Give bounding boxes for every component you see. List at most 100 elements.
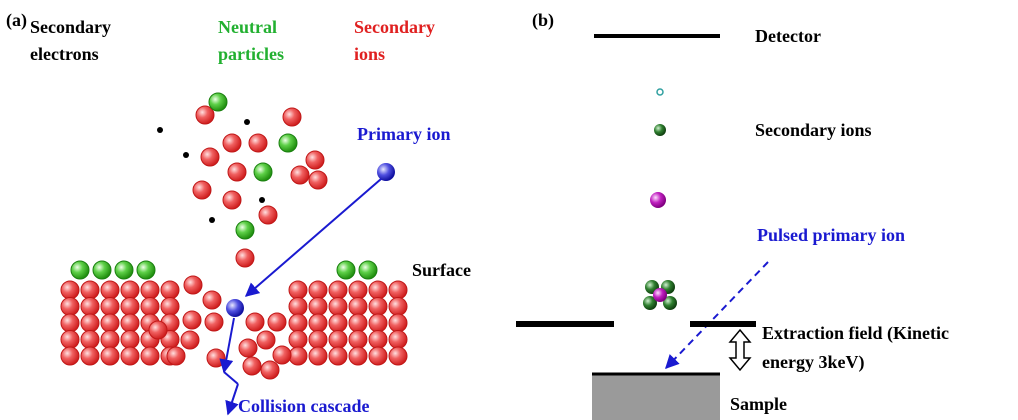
ion xyxy=(657,89,663,95)
atom xyxy=(61,281,79,299)
secondary-ion xyxy=(223,191,241,209)
atom xyxy=(349,331,367,349)
secondary-ion xyxy=(193,181,211,199)
atom xyxy=(161,298,179,316)
atom xyxy=(369,347,387,365)
atom xyxy=(239,339,257,357)
atom xyxy=(141,281,159,299)
secondary-ion xyxy=(306,151,324,169)
label: particles xyxy=(218,44,284,64)
atom xyxy=(121,314,139,332)
neutral-particle xyxy=(236,221,254,239)
atom xyxy=(81,314,99,332)
label: ions xyxy=(354,44,385,64)
atom xyxy=(121,281,139,299)
atom xyxy=(81,347,99,365)
atom xyxy=(101,314,119,332)
atom xyxy=(121,331,139,349)
atom xyxy=(61,347,79,365)
label: Surface xyxy=(412,260,471,280)
atom xyxy=(289,347,307,365)
label: Collision cascade xyxy=(238,396,370,416)
atom xyxy=(329,281,347,299)
atom xyxy=(389,347,407,365)
atom xyxy=(309,281,327,299)
atom xyxy=(289,314,307,332)
atom xyxy=(349,298,367,316)
double-arrow xyxy=(730,330,750,370)
secondary-ion xyxy=(309,171,327,189)
secondary-ion xyxy=(259,206,277,224)
atom xyxy=(121,347,139,365)
neutral-particle xyxy=(254,163,272,181)
primary-ion xyxy=(377,163,395,181)
atom xyxy=(167,347,185,365)
atom xyxy=(203,291,221,309)
electron xyxy=(259,197,265,203)
label: Secondary xyxy=(354,17,435,37)
atom xyxy=(161,281,179,299)
atom xyxy=(121,298,139,316)
atom xyxy=(61,331,79,349)
neutral-particle xyxy=(279,134,297,152)
sample xyxy=(592,374,720,420)
atom xyxy=(181,331,199,349)
atom xyxy=(289,331,307,349)
atom xyxy=(349,314,367,332)
atom xyxy=(101,298,119,316)
atom xyxy=(309,347,327,365)
atom xyxy=(101,331,119,349)
atom xyxy=(141,298,159,316)
secondary-ion xyxy=(291,166,309,184)
atom xyxy=(329,314,347,332)
primary-ion xyxy=(226,299,244,317)
atom xyxy=(289,281,307,299)
atom xyxy=(369,331,387,349)
label: Neutral xyxy=(218,17,277,37)
surface-atom xyxy=(115,261,133,279)
electron xyxy=(209,217,215,223)
atom xyxy=(101,347,119,365)
surface-atom xyxy=(71,261,89,279)
atom xyxy=(81,298,99,316)
atom xyxy=(81,281,99,299)
atom xyxy=(243,357,261,375)
atom xyxy=(141,347,159,365)
label: Primary ion xyxy=(357,124,450,144)
label: Secondary ions xyxy=(755,120,872,140)
label: Secondary xyxy=(30,17,111,37)
surface-atom xyxy=(137,261,155,279)
atom xyxy=(329,298,347,316)
atom xyxy=(349,281,367,299)
secondary-ion xyxy=(223,134,241,152)
secondary-ion xyxy=(249,134,267,152)
electron xyxy=(244,119,250,125)
atom xyxy=(81,331,99,349)
ion xyxy=(654,124,666,136)
figure: (a) Secondary electrons Neutral particle… xyxy=(0,0,1018,420)
secondary-ion xyxy=(236,249,254,267)
neutral-particle xyxy=(209,93,227,111)
label: Pulsed primary ion xyxy=(757,225,905,245)
atom xyxy=(369,298,387,316)
atom xyxy=(205,313,223,331)
atom xyxy=(61,314,79,332)
electron xyxy=(183,152,189,158)
panel-label: (b) xyxy=(532,10,554,31)
ion xyxy=(650,192,666,208)
atom xyxy=(61,298,79,316)
surface-atom xyxy=(337,261,355,279)
atom xyxy=(257,331,275,349)
atom xyxy=(389,331,407,349)
atom xyxy=(389,281,407,299)
cluster-ion xyxy=(653,288,667,302)
atom xyxy=(273,346,291,364)
atom xyxy=(329,347,347,365)
pulse-arrow xyxy=(666,262,768,368)
electron xyxy=(157,127,163,133)
atom xyxy=(261,361,279,379)
label: energy 3keV) xyxy=(762,352,864,373)
label: Detector xyxy=(755,26,821,46)
atom xyxy=(183,311,201,329)
atom xyxy=(309,314,327,332)
